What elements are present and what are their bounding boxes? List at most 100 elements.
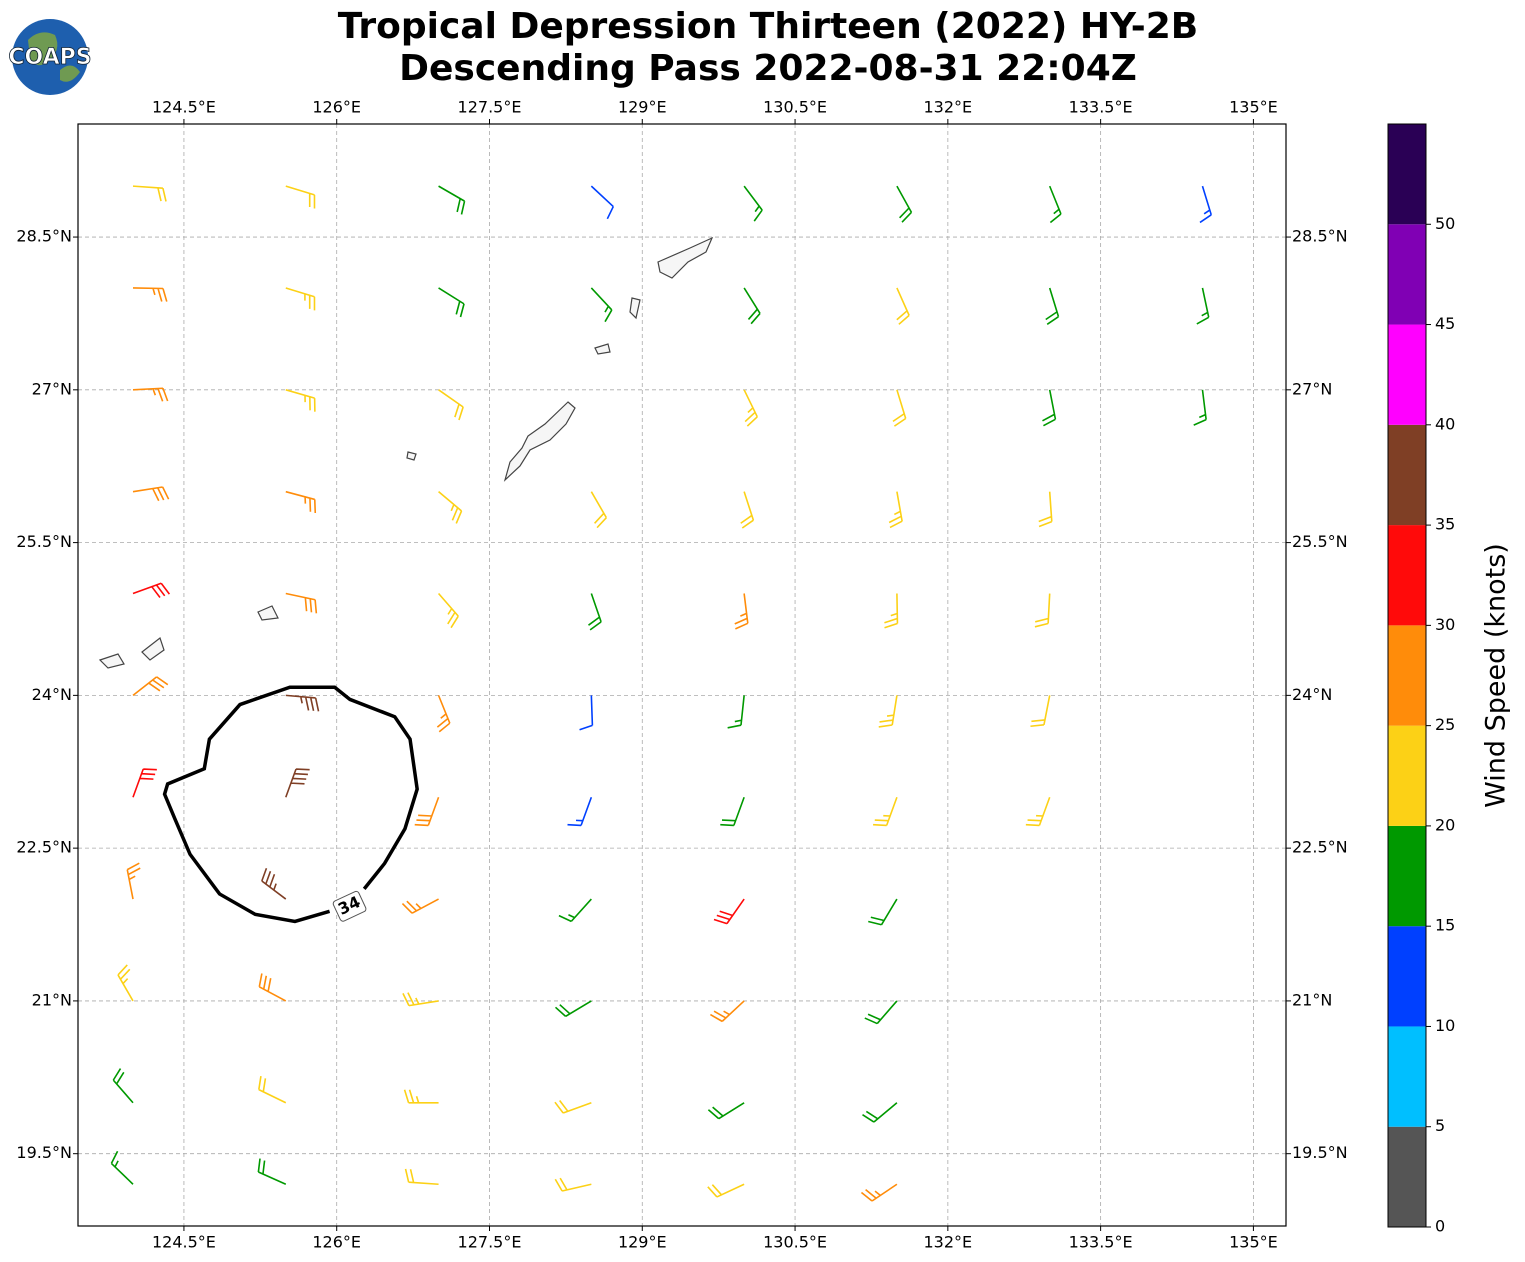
x-tick-label: 130.5°E <box>763 1233 827 1252</box>
wind-barb <box>132 486 170 502</box>
colorbar-tick-label: 0 <box>1435 1217 1445 1236</box>
wind-barb <box>258 1076 287 1104</box>
x-tick-label: 124.5°E <box>152 98 216 117</box>
wind-barb <box>438 185 466 215</box>
wind-barb <box>710 1000 745 1023</box>
subtitle: Descending Pass 2022-08-31 22:04Z <box>399 48 1137 89</box>
wind-barb <box>132 287 168 302</box>
colorbar-tick-label: 40 <box>1435 414 1455 433</box>
wind-barb <box>261 867 287 900</box>
y-tick-label: 25.5°N <box>16 532 72 551</box>
x-tick-label: 129°E <box>618 1233 667 1252</box>
wind-barb <box>436 695 451 733</box>
wind-barb <box>860 1183 898 1202</box>
wind-barb <box>567 796 593 827</box>
wind-barb <box>1034 593 1051 628</box>
wind-barb <box>1038 491 1053 528</box>
wind-barb <box>707 1183 745 1198</box>
wind-barb <box>414 796 440 827</box>
x-tick-label: 132°E <box>924 98 973 117</box>
wind-barb <box>437 592 459 629</box>
wind-barb <box>554 1177 592 1192</box>
wind-barb <box>126 862 141 900</box>
wind-barb <box>285 768 310 798</box>
wind-barb <box>727 695 745 729</box>
y-tick-label: 24°N <box>1292 685 1332 704</box>
wind-barb <box>590 185 615 220</box>
wind-barb <box>438 287 465 318</box>
wind-barb <box>402 992 439 1007</box>
x-tick-label: 126°E <box>312 98 361 117</box>
colorbar-bin <box>1388 224 1426 325</box>
y-tick-label: 22.5°N <box>1292 838 1348 857</box>
wind-barb <box>401 898 439 914</box>
wind-barb <box>713 898 745 925</box>
x-tick-label: 127.5°E <box>458 1233 522 1252</box>
wind-barb <box>132 768 157 798</box>
colorbar-tick-label: 10 <box>1435 1016 1455 1035</box>
y-tick-label: 24°N <box>32 685 72 704</box>
colorbar-bin <box>1388 424 1426 526</box>
wind-barb <box>285 389 316 412</box>
colorbar-tick-label: 25 <box>1435 715 1455 734</box>
wind-barb <box>743 287 761 325</box>
wind-barb <box>743 389 759 427</box>
x-tick-label: 129°E <box>618 98 667 117</box>
wind-barb <box>110 1150 134 1185</box>
wind-barb <box>132 582 171 599</box>
wind-barb <box>878 695 898 728</box>
island <box>629 297 641 320</box>
island <box>503 401 576 482</box>
wind-barb <box>285 592 318 614</box>
wind-barb <box>285 694 320 712</box>
colorbar-bin <box>1388 625 1426 726</box>
wind-barb <box>258 973 287 1002</box>
wind-barb <box>873 796 898 827</box>
wind-barb <box>896 287 910 325</box>
wind-barb <box>720 796 745 827</box>
x-tick-label: 130.5°E <box>763 98 827 117</box>
wind-barb <box>438 389 464 421</box>
wind-barb <box>1199 185 1213 224</box>
wind-barb <box>438 491 463 524</box>
x-tick-label: 126°E <box>312 1233 361 1252</box>
island <box>406 451 417 461</box>
island <box>594 343 611 355</box>
wind-barb <box>132 676 169 697</box>
colorbar-tick-label: 30 <box>1435 615 1455 634</box>
logo: COAPS <box>8 19 92 95</box>
y-tick-label: 21°N <box>1292 990 1332 1009</box>
colorbar-bin <box>1388 926 1426 1027</box>
wind-barb <box>892 389 907 427</box>
wind-barb <box>896 185 913 223</box>
wind-barb <box>1045 287 1060 325</box>
logo-text: COAPS <box>8 45 91 70</box>
colorbar-bin <box>1388 1026 1426 1127</box>
wind-barb <box>1196 287 1210 325</box>
island <box>98 653 125 669</box>
wind-barb <box>403 1089 439 1104</box>
wind-barb <box>734 593 749 630</box>
wind-barb <box>132 387 169 402</box>
y-tick-label: 28.5°N <box>1292 227 1348 246</box>
wind-barb <box>579 695 594 731</box>
colorbar-frame <box>1387 123 1427 1228</box>
wind-barb <box>558 898 592 923</box>
wind-barb <box>740 491 755 529</box>
wind-barb <box>257 1158 287 1185</box>
y-tick-label: 25.5°N <box>1292 532 1348 551</box>
island <box>657 236 714 279</box>
colorbar-bin <box>1388 525 1426 626</box>
contour-label-box <box>332 890 367 922</box>
colorbar-bin <box>1388 1126 1426 1227</box>
colorbar-tick-label: 5 <box>1435 1116 1445 1135</box>
colorbar-tick-label: 50 <box>1435 214 1455 233</box>
x-tick-label: 135°E <box>1229 1233 1278 1252</box>
wind-barb <box>1030 695 1051 728</box>
y-tick-label: 27°N <box>32 379 72 398</box>
island <box>141 637 165 661</box>
y-tick-label: 27°N <box>1292 379 1332 398</box>
logo-land <box>28 32 80 82</box>
colorbar-bin <box>1388 725 1426 826</box>
